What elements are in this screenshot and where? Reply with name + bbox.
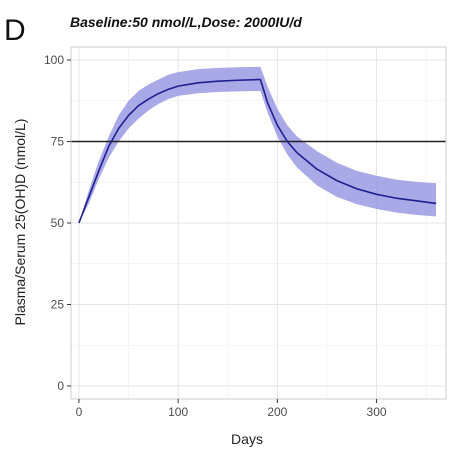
y-axis-title: Plasma/Serum 25(OH)D (nmol/L) xyxy=(12,119,28,326)
y-tick-label: 75 xyxy=(51,135,65,149)
y-tick-label: 50 xyxy=(51,216,65,230)
plot-area xyxy=(70,46,447,400)
y-axis: 0 25 50 75 100 xyxy=(44,53,71,393)
grid-major xyxy=(71,47,446,399)
panel-label: D xyxy=(4,14,26,47)
chart-title: Baseline:50 nmol/L,Dose: 2000IU/d xyxy=(70,14,302,30)
x-axis: 0 100 200 300 xyxy=(76,399,387,419)
x-axis-title: Days xyxy=(231,431,263,447)
series-line xyxy=(78,78,437,224)
x-tick-label: 300 xyxy=(367,405,387,419)
x-tick-label: 0 xyxy=(76,405,83,419)
x-tick-label: 100 xyxy=(168,405,188,419)
y-tick-label: 0 xyxy=(57,379,64,393)
x-tick-label: 200 xyxy=(267,405,287,419)
y-tick-label: 100 xyxy=(44,53,64,67)
y-tick-label: 25 xyxy=(51,297,65,311)
